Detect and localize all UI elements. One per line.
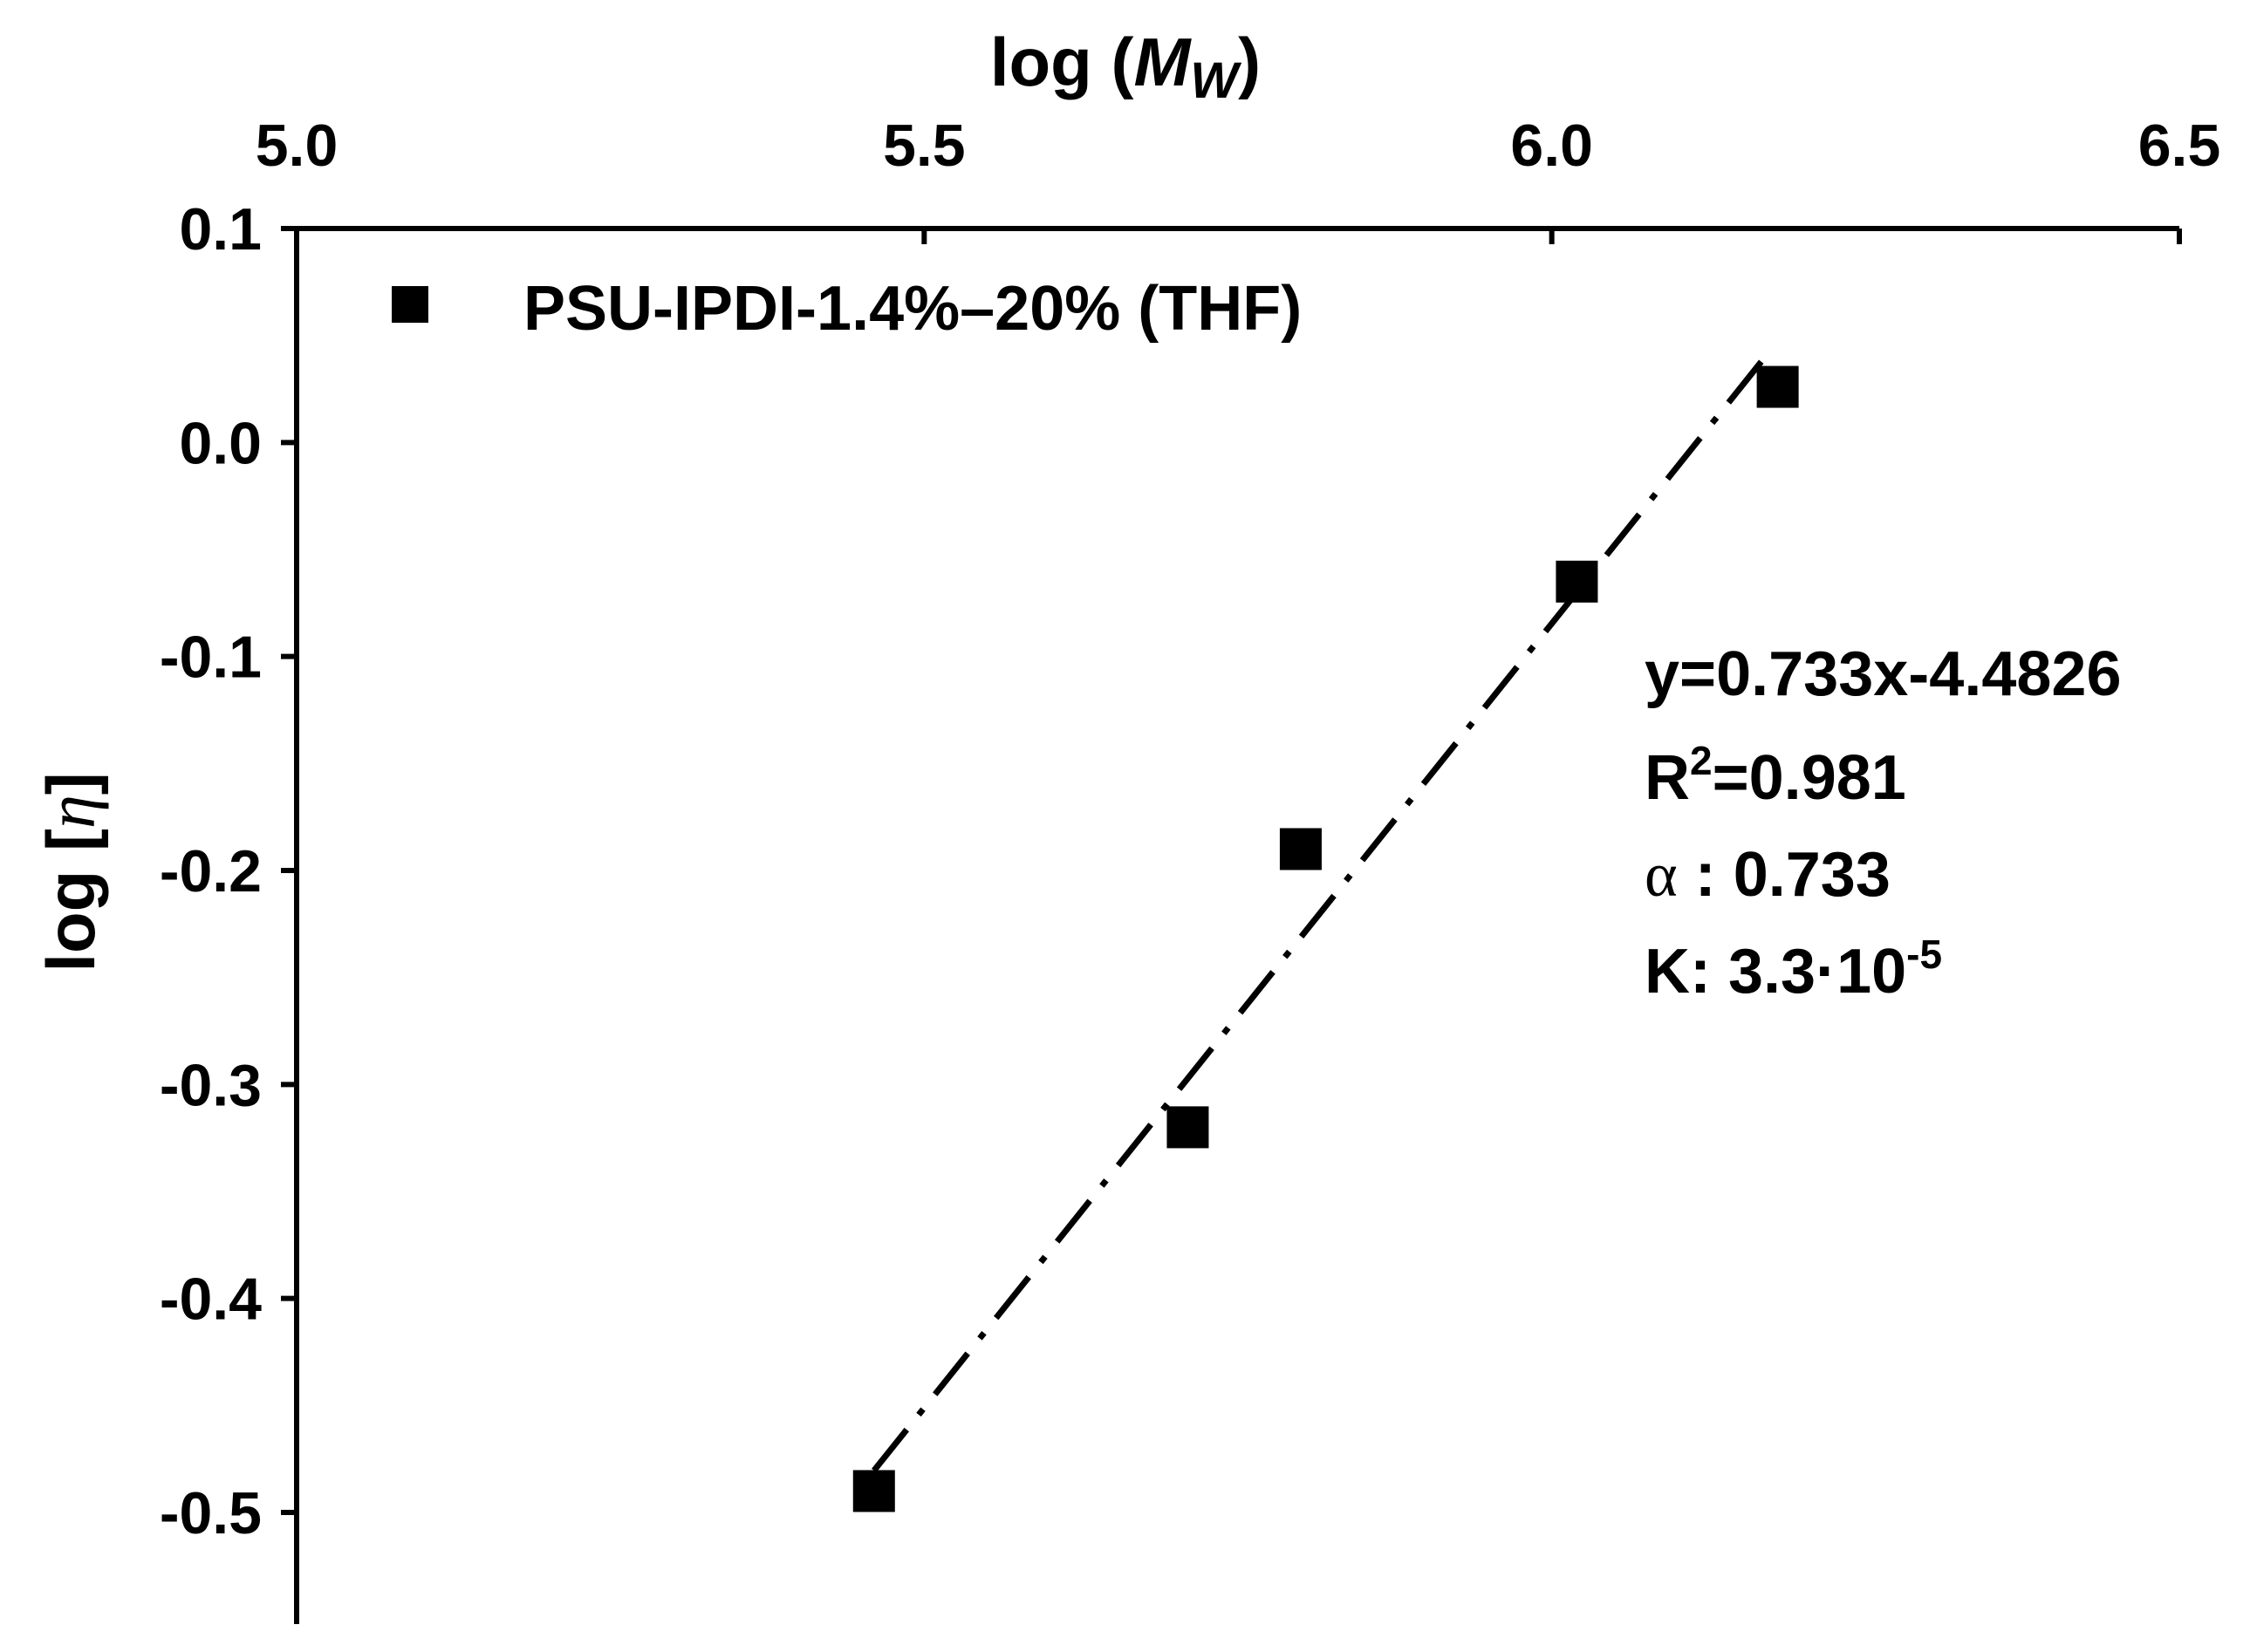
- fit-equation: y=0.733x-4.4826: [1645, 639, 2122, 709]
- data-point: [1756, 365, 1799, 408]
- x-tick-label: 6.5: [2138, 113, 2221, 179]
- data-point: [1279, 828, 1322, 870]
- fit-annotations: y=0.733x-4.4826 R2=0.981 α : 0.733 K: 3.…: [1645, 639, 2122, 1007]
- y-tick-label: -0.4: [160, 1266, 262, 1333]
- fit-line: [872, 354, 1768, 1473]
- fit-k: K: 3.3·10-5: [1645, 932, 1942, 1007]
- legend-label: PSU-IPDI-1.4%–20% (THF): [523, 274, 1302, 344]
- y-tick-label: -0.2: [160, 838, 262, 905]
- axes: [294, 226, 2179, 1624]
- data-points: [852, 365, 1799, 1512]
- data-point: [1556, 560, 1598, 603]
- fit-alpha: α : 0.733: [1645, 840, 1891, 910]
- legend: PSU-IPDI-1.4%–20% (THF): [392, 274, 1302, 344]
- y-tick-label: -0.3: [160, 1052, 262, 1118]
- y-tick-label: -0.5: [160, 1480, 262, 1546]
- data-point: [1166, 1106, 1209, 1149]
- x-tick-label: 5.5: [883, 113, 966, 179]
- y-tick-label: 0.1: [179, 196, 262, 263]
- x-tick-label: 6.0: [1510, 113, 1593, 179]
- x-tick-label: 5.0: [256, 113, 339, 179]
- data-point: [852, 1470, 895, 1512]
- y-tick-label: 0.0: [179, 410, 262, 476]
- x-axis-ticks: 5.0 5.5 6.0 6.5: [256, 113, 2221, 244]
- y-axis-title: log [η]: [32, 772, 109, 972]
- x-axis-title: log (MW): [990, 24, 1261, 109]
- y-axis-ticks: 0.1 0.0 -0.1 -0.2 -0.3 -0.4 -0.5: [160, 196, 297, 1546]
- fit-r-squared: R2=0.981: [1645, 738, 1906, 813]
- legend-marker: [392, 286, 428, 323]
- y-tick-label: -0.1: [160, 625, 262, 691]
